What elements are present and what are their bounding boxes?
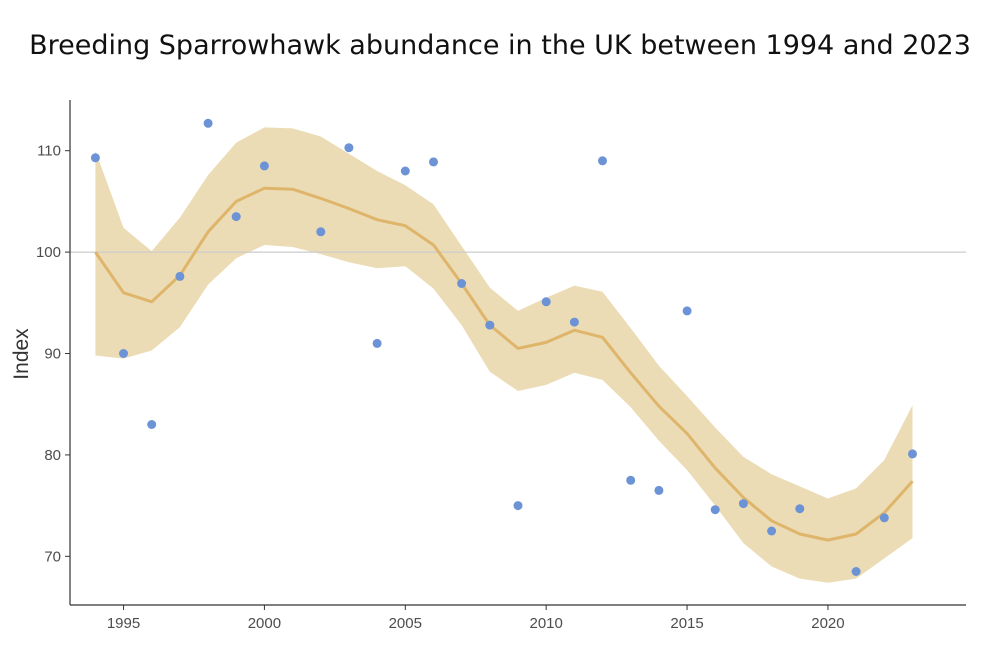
- y-tick-label: 100: [36, 244, 61, 261]
- data-point: [908, 449, 917, 459]
- trend-line: [94, 186, 914, 542]
- y-axis-title: Index: [10, 328, 33, 380]
- data-point: [429, 157, 438, 167]
- x-tick-label: 2000: [248, 615, 281, 632]
- data-point: [90, 153, 100, 163]
- data-point: [851, 567, 861, 576]
- data-point: [654, 485, 664, 495]
- data-point: [457, 279, 467, 288]
- data-point: [598, 156, 607, 166]
- data-point: [626, 475, 636, 485]
- data-point: [400, 166, 410, 176]
- confidence-band: [95, 127, 913, 583]
- data-point: [738, 499, 748, 509]
- y-tick-label: 70: [44, 548, 61, 565]
- x-tick-label: 2015: [670, 615, 703, 632]
- data-point: [372, 338, 382, 348]
- data-point: [316, 227, 326, 237]
- data-point: [569, 317, 579, 327]
- data-point: [203, 118, 213, 128]
- data-point: [682, 306, 692, 316]
- data-point: [119, 349, 128, 358]
- y-tick-label: 80: [44, 447, 61, 464]
- y-tick-label: 110: [37, 143, 61, 160]
- data-point: [147, 420, 157, 429]
- data-point: [879, 513, 889, 523]
- data-point: [513, 501, 523, 511]
- x-tick-label: 2020: [811, 615, 844, 632]
- x-tick-label: 1995: [107, 615, 140, 632]
- data-point: [344, 143, 354, 153]
- chart-title: Breeding Sparrowhawk abundance in the UK…: [29, 30, 971, 61]
- data-point: [259, 161, 269, 171]
- data-point: [175, 271, 185, 281]
- x-tick-label: 2010: [529, 615, 562, 632]
- y-tick-label: 90: [44, 346, 61, 363]
- data-point: [710, 505, 720, 515]
- data-point: [231, 212, 241, 222]
- data-point: [485, 320, 495, 330]
- data-point: [795, 504, 805, 514]
- data-point: [767, 526, 777, 536]
- data-point: [541, 297, 551, 307]
- x-tick-label: 2005: [389, 615, 422, 632]
